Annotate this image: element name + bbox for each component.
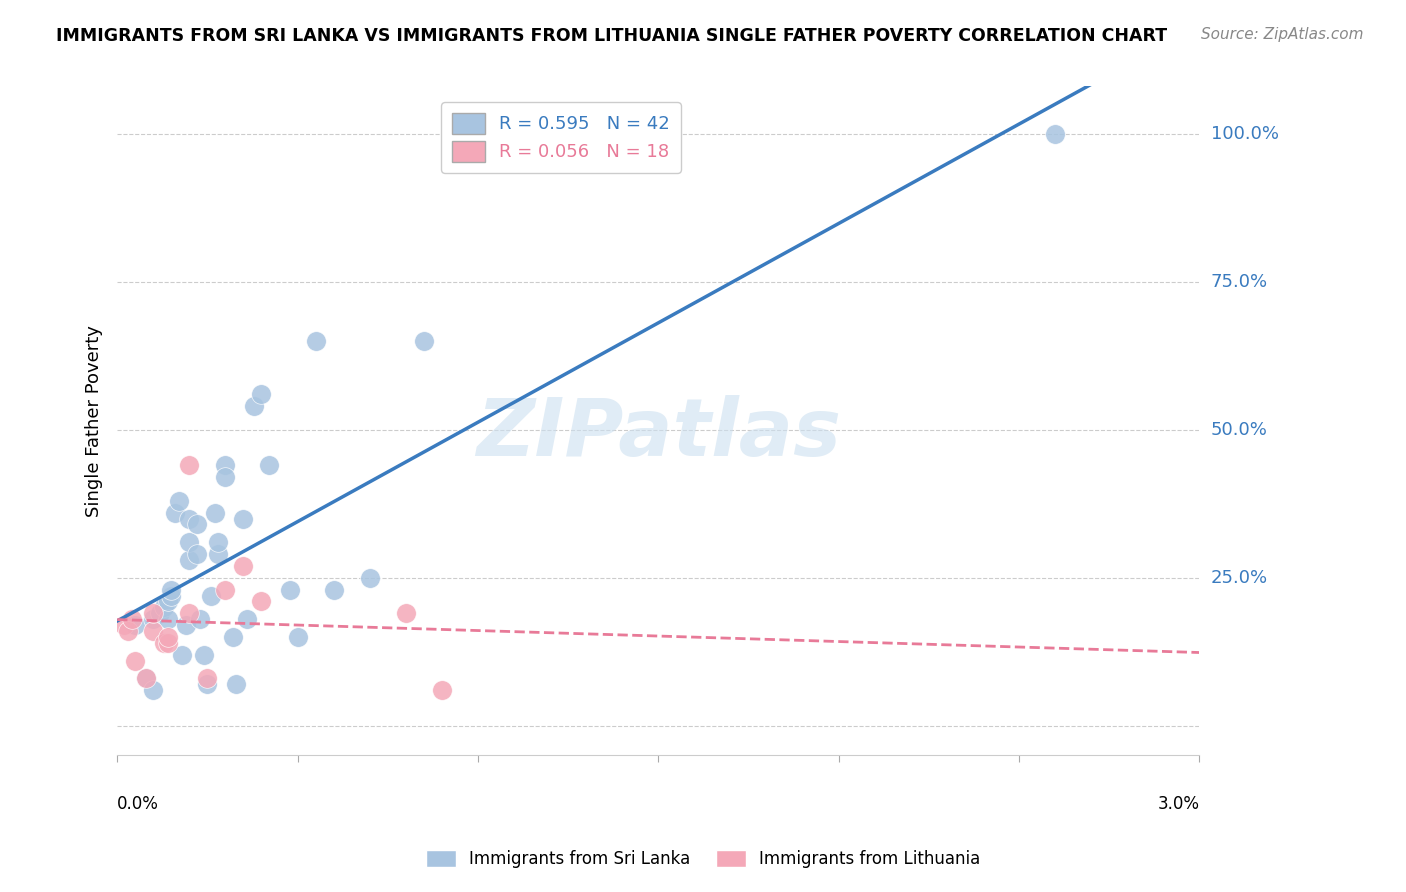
Point [195,672,218,686]
Point [304,334,326,348]
Text: 25.0%: 25.0% [1211,569,1268,587]
Legend: Immigrants from Sri Lanka, Immigrants from Lithuania: Immigrants from Sri Lanka, Immigrants fr… [419,843,987,875]
Point [287,630,309,644]
Point [204,506,226,520]
Text: 100.0%: 100.0% [1211,125,1278,143]
Point [179,553,201,567]
Point [179,607,201,621]
Point [149,607,172,621]
Point [243,399,266,413]
Point [214,458,236,473]
Point [359,571,381,585]
Point [117,624,139,638]
Point [124,618,146,632]
Point [214,470,236,484]
Point [156,636,179,650]
Point [186,547,208,561]
Point [412,334,434,348]
Point [195,677,218,691]
Point [142,607,165,621]
Point [156,594,179,608]
Point [112,618,135,632]
Point [430,683,453,698]
Point [322,582,344,597]
Text: 3.0%: 3.0% [1157,796,1199,814]
Point [395,607,418,621]
Text: IMMIGRANTS FROM SRI LANKA VS IMMIGRANTS FROM LITHUANIA SINGLE FATHER POVERTY COR: IMMIGRANTS FROM SRI LANKA VS IMMIGRANTS … [56,27,1167,45]
Point [232,511,254,525]
Point [188,612,211,626]
Point [153,600,176,615]
Y-axis label: Single Father Poverty: Single Father Poverty [86,325,103,516]
Point [193,648,215,662]
Point [1043,127,1066,141]
Legend: R = 0.595   N = 42, R = 0.056   N = 18: R = 0.595 N = 42, R = 0.056 N = 18 [441,102,681,173]
Point [186,517,208,532]
Text: 0.0%: 0.0% [117,796,159,814]
Point [160,589,183,603]
Text: ZIPatlas: ZIPatlas [475,395,841,474]
Point [172,648,194,662]
Point [257,458,280,473]
Point [156,612,179,626]
Text: 50.0%: 50.0% [1211,421,1267,439]
Point [135,672,157,686]
Point [142,624,165,638]
Point [179,458,201,473]
Point [121,612,143,626]
Point [280,582,302,597]
Point [160,582,183,597]
Point [221,630,243,644]
Point [214,582,236,597]
Text: 75.0%: 75.0% [1211,273,1268,291]
Point [163,506,186,520]
Point [142,683,165,698]
Point [142,612,165,626]
Point [124,654,146,668]
Point [179,535,201,549]
Point [225,677,247,691]
Point [200,589,222,603]
Point [207,535,229,549]
Point [174,618,197,632]
Point [207,547,229,561]
Point [250,387,273,401]
Point [179,511,201,525]
Point [156,630,179,644]
Point [135,672,157,686]
Point [153,636,176,650]
Point [250,594,273,608]
Point [167,493,190,508]
Text: Source: ZipAtlas.com: Source: ZipAtlas.com [1201,27,1364,42]
Point [236,612,259,626]
Point [232,558,254,573]
